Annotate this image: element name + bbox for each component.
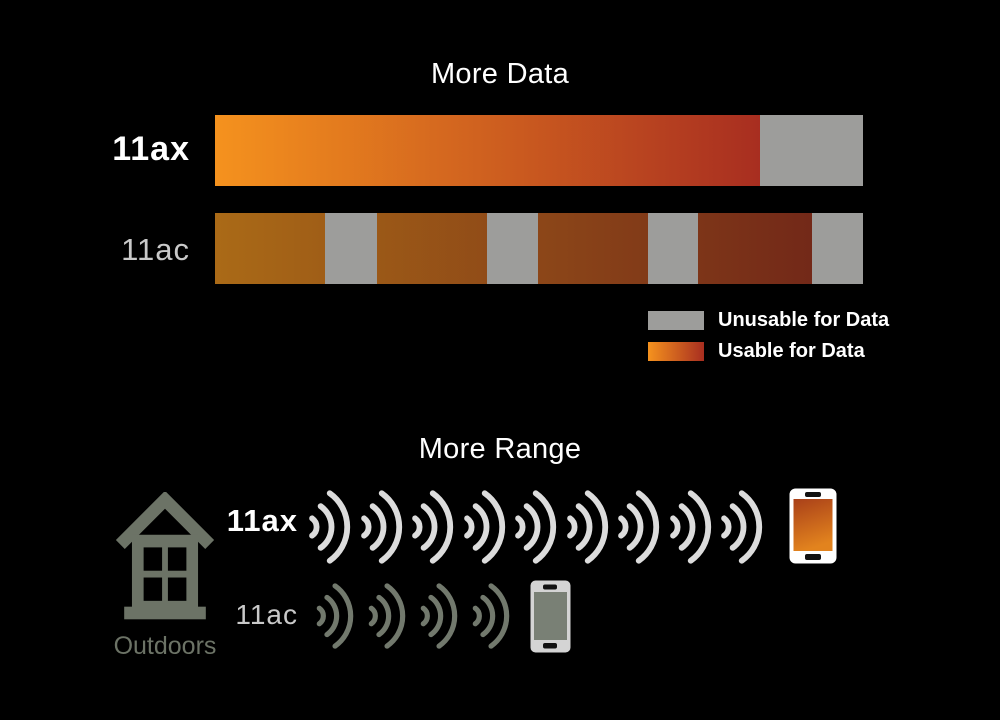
wifi-signal-icon [721, 490, 763, 564]
smartphone-orange-icon [789, 488, 837, 564]
legend-label-unusable: Unusable for Data [718, 309, 890, 331]
wifi-signal-icon [412, 490, 454, 564]
legend-item-unusable: Unusable for Data [648, 309, 889, 332]
more-range-title: More Range [418, 433, 582, 465]
data-bar-11ax [215, 115, 863, 186]
legend-label-usable: Usable for Data [718, 340, 865, 362]
unusable-segment [487, 213, 539, 284]
legend-item-usable: Usable for Data [648, 340, 865, 363]
unusable-segment [811, 213, 863, 284]
more-data-title: More Data [430, 58, 570, 90]
range-label-11ac: 11ac [235, 599, 298, 630]
wifi-signal-icon [515, 490, 557, 564]
bar-label-11ac: 11ac [121, 232, 190, 267]
wifi-signal-icon [420, 583, 457, 649]
data-bar-11ac [215, 213, 863, 284]
wifi-track-11ax [305, 490, 765, 564]
wifi-signal-icon [618, 490, 660, 564]
usable-swatch [648, 342, 704, 361]
smartphone-gray-icon [530, 580, 571, 653]
wifi-signal-icon [316, 583, 354, 649]
bar-label-11ax: 11ax [112, 130, 190, 168]
wifi-signal-icon [309, 490, 351, 564]
wifi-signal-icon [472, 583, 509, 649]
wifi-signal-icon [566, 490, 608, 564]
unusable-segment [325, 213, 377, 284]
unusable-segment [647, 213, 698, 284]
unusable-swatch [648, 311, 704, 330]
wifi-track-11ac [313, 583, 511, 649]
house-icon [116, 492, 214, 620]
outdoors-label: Outdoors [113, 632, 217, 660]
unusable-segment [759, 115, 863, 186]
range-label-11ax: 11ax [226, 503, 298, 538]
wifi-signal-icon [360, 490, 402, 564]
wifi-signal-icon [463, 490, 505, 564]
wifi-signal-icon [368, 583, 406, 649]
wifi-signal-icon [670, 490, 711, 564]
